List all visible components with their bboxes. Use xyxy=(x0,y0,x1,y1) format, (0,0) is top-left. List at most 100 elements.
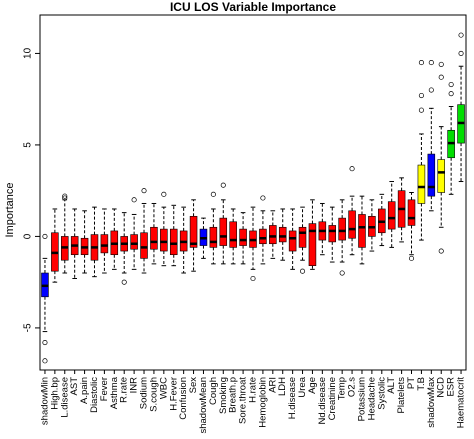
x-tick-label: T.B xyxy=(416,377,427,391)
y-tick-label: 0 xyxy=(23,233,34,239)
x-tick-label: L.disease xyxy=(59,377,70,418)
x-tick-label: H.disease xyxy=(287,377,298,419)
outlier xyxy=(458,32,464,38)
x-tick-label: Creatinine xyxy=(327,377,338,420)
x-tick-label: NCD xyxy=(436,377,447,398)
outlier xyxy=(438,61,444,67)
outlier xyxy=(349,166,355,172)
outlier xyxy=(299,268,306,274)
outlier xyxy=(260,195,266,201)
x-tick-label: WBC xyxy=(158,377,169,399)
x-tick-label: INR xyxy=(129,377,140,394)
box xyxy=(437,159,445,193)
box xyxy=(358,214,366,248)
x-tick-label: Diastolic xyxy=(89,377,100,413)
y-tick-label: 10 xyxy=(23,47,34,59)
x-tick-label: shadowMax xyxy=(426,377,437,428)
outlier xyxy=(428,87,434,93)
box xyxy=(130,234,138,250)
outlier xyxy=(42,340,48,346)
box xyxy=(140,232,148,259)
outlier xyxy=(141,188,147,194)
x-tick-label: PT xyxy=(406,377,417,389)
box xyxy=(338,217,346,241)
outlier xyxy=(408,255,415,261)
outlier xyxy=(121,279,127,285)
x-tick-label: S.cough xyxy=(148,377,159,412)
x-tick-label: ARI xyxy=(267,377,278,393)
x-tick-label: LDH xyxy=(277,377,288,396)
box xyxy=(209,226,218,248)
outlier xyxy=(418,60,424,66)
outlier xyxy=(220,182,226,188)
x-tick-label: Nd.disease xyxy=(317,377,328,425)
box xyxy=(100,234,109,254)
x-tick-label: Urea xyxy=(297,376,308,397)
outlier xyxy=(448,91,454,97)
x-tick-label: High.bp xyxy=(49,377,60,410)
box xyxy=(288,230,297,252)
outlier xyxy=(62,195,68,201)
x-tick-label: R.rate xyxy=(119,377,130,403)
box xyxy=(259,228,267,245)
x-tick-label: Sex xyxy=(188,377,199,394)
outlier xyxy=(161,191,167,197)
x-tick-label: Breath.p xyxy=(228,377,239,413)
x-tick-label: Age xyxy=(307,377,318,394)
box xyxy=(407,199,416,226)
outlier xyxy=(428,60,434,66)
box xyxy=(150,226,158,250)
x-tick-label: Haematocrit xyxy=(456,377,467,429)
outlier xyxy=(458,50,464,56)
x-tick-label: shadowMean xyxy=(198,377,209,434)
box xyxy=(269,225,277,245)
outlier xyxy=(131,197,137,203)
x-tick-label: Cough xyxy=(208,377,219,405)
outlier xyxy=(42,358,48,364)
x-tick-label: Platelets xyxy=(396,377,407,414)
x-tick-label: A.pain xyxy=(79,377,90,404)
box xyxy=(308,223,317,266)
x-tick-label: AST xyxy=(69,377,80,396)
outlier xyxy=(339,270,345,276)
box xyxy=(427,153,436,197)
outlier xyxy=(62,193,68,199)
box xyxy=(160,228,168,252)
x-tick-label: Temp xyxy=(337,377,348,400)
x-tick-label: Asthma xyxy=(109,376,120,409)
outlier xyxy=(210,191,216,197)
x-tick-label: Sore.throat xyxy=(238,377,249,424)
box xyxy=(219,217,228,246)
x-tick-label: shadowMin xyxy=(39,377,50,425)
x-tick-label: H.Fever xyxy=(168,377,179,411)
x-tick-label: Fever xyxy=(99,377,110,401)
x-tick-label: Sodium xyxy=(139,377,150,409)
x-tick-label: Smoking xyxy=(218,377,229,414)
box xyxy=(328,225,337,243)
outlier xyxy=(438,248,444,254)
outlier xyxy=(418,107,424,113)
x-tick-label: Hemoglobin xyxy=(257,377,268,428)
x-tick-label: ESR xyxy=(446,377,457,397)
outlier xyxy=(250,275,256,282)
x-tick-label: H.rate xyxy=(248,377,259,403)
x-tick-label: O2.s xyxy=(347,377,358,397)
box xyxy=(169,228,178,256)
box xyxy=(298,226,307,248)
outlier xyxy=(42,233,48,239)
y-axis-label: Importance xyxy=(4,182,16,237)
box xyxy=(348,210,356,239)
box xyxy=(387,201,396,230)
x-tick-label: Potassium xyxy=(356,377,367,421)
outlier xyxy=(438,74,444,80)
outlier xyxy=(448,81,454,88)
x-tick-label: Systolic xyxy=(376,377,387,410)
box xyxy=(239,228,247,246)
box xyxy=(189,215,198,248)
box xyxy=(278,226,287,243)
y-tick-label: 5 xyxy=(23,142,34,148)
box xyxy=(417,164,426,204)
x-tick-label: ALT xyxy=(386,377,397,394)
chart-title: ICU LOS Variable Importance xyxy=(170,0,336,14)
